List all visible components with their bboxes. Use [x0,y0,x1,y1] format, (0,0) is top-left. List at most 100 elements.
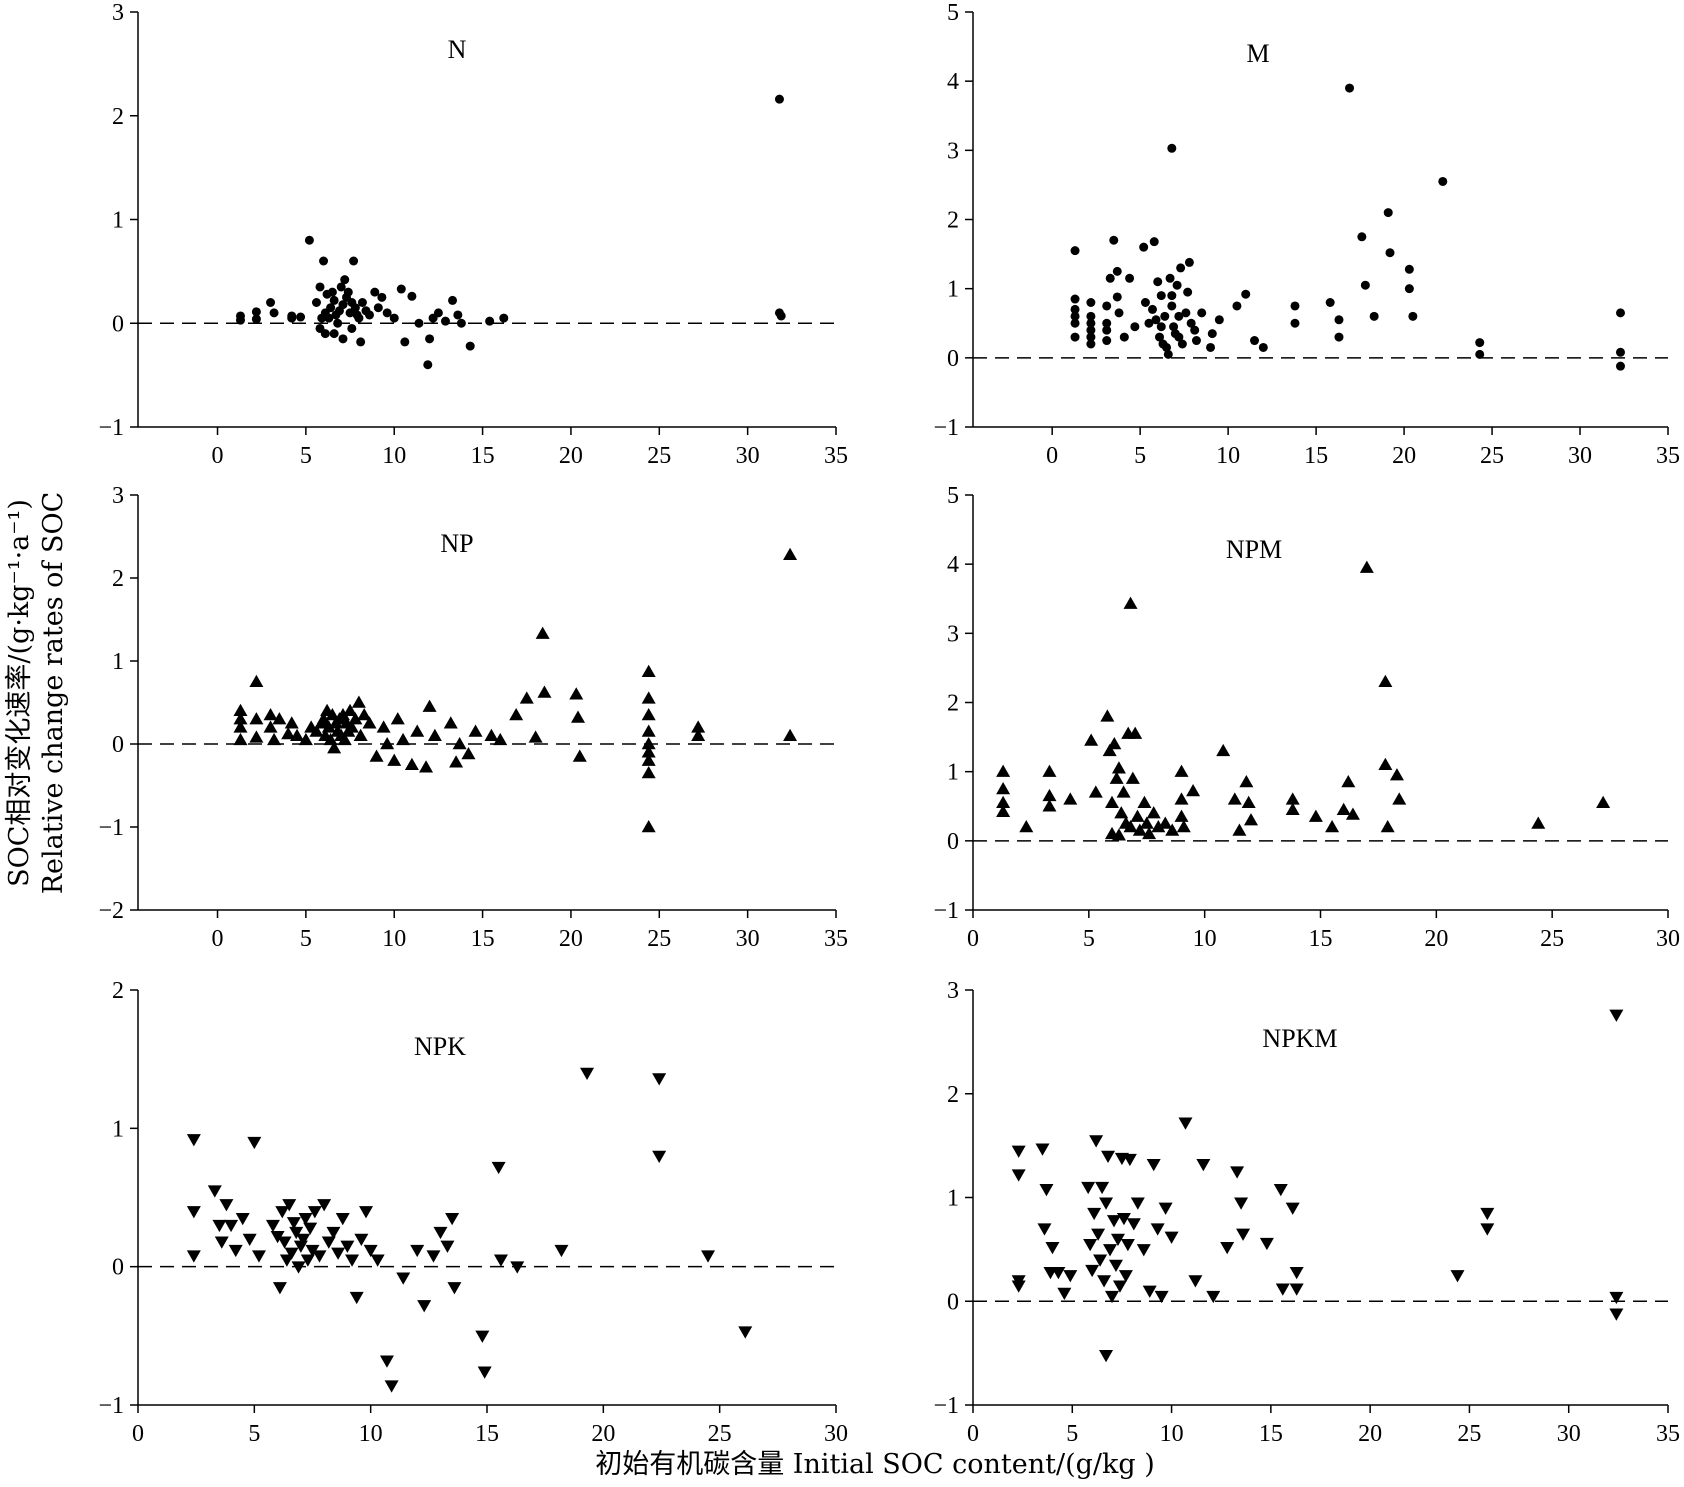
x-tick-label: 20 [1392,443,1416,469]
data-point [1360,280,1370,290]
data-point [1615,308,1625,318]
x-tick-label: 10 [1193,926,1217,952]
data-point [449,755,464,768]
y-tick-label: 3 [112,0,124,26]
data-point [233,703,248,717]
data-point [228,1244,243,1258]
data-point [251,314,261,324]
y-tick-label: −2 [98,898,124,924]
data-point [1176,263,1186,273]
data-point [1139,242,1149,252]
data-point [277,1236,292,1249]
data-point [1158,816,1173,829]
data-point [1162,342,1172,352]
data-point [1116,1213,1131,1226]
x-tick-label: 5 [300,926,312,952]
data-point [212,1219,227,1233]
data-point [1114,308,1124,318]
data-point [357,298,367,307]
x-tick-label: 25 [647,443,671,469]
data-point [1174,764,1189,777]
data-point [691,720,706,733]
data-point [1341,775,1356,788]
data-point [445,1213,460,1226]
data-point [311,298,321,307]
data-point [1102,743,1117,757]
y-tick-label: 1 [947,760,959,786]
data-point [537,685,552,698]
data-point [348,712,363,725]
x-tick-label: 30 [1656,926,1680,952]
x-tick-label: 35 [824,443,848,469]
data-point [1178,1117,1193,1130]
data-point [422,699,437,712]
data-point [1085,1264,1100,1278]
data-point [320,329,330,339]
data-point [329,329,339,339]
data-point [337,732,352,746]
data-point [996,795,1011,809]
data-point [1232,301,1242,311]
data-point [315,282,325,292]
data-point [433,308,443,318]
data-point [1220,1242,1235,1255]
data-point [477,1366,492,1379]
data-point [1239,775,1254,788]
data-point [1167,143,1177,153]
data-point [304,235,314,245]
data-point [1086,332,1096,342]
y-tick-label: 1 [112,208,124,234]
data-point [1120,1238,1135,1252]
data-point [1112,292,1122,302]
data-point [400,337,410,347]
panel-title: NPM [1226,535,1282,564]
data-point [1105,273,1115,283]
x-tick-label: 10 [382,926,406,952]
data-point [569,687,584,700]
data-point [249,730,264,743]
data-point [1383,208,1393,218]
data-point [319,256,329,266]
data-point [1132,823,1147,836]
data-point [1174,332,1184,342]
data-point [1042,764,1057,777]
data-point [1186,318,1196,328]
data-point [1285,802,1300,815]
data-point [1290,318,1300,328]
data-point [1086,311,1096,321]
x-tick-label: 5 [1134,443,1146,469]
y-tick-label: 2 [112,566,124,592]
data-point [1165,273,1175,283]
data-point [1196,1159,1211,1172]
data-point [1369,311,1379,321]
data-point [186,1134,201,1147]
data-point [384,1380,399,1393]
data-point [1230,1166,1245,1179]
data-point [1160,311,1170,321]
y-axis-title-en: Relative change rates of SOC [38,492,69,895]
data-point [1345,83,1355,93]
data-point [783,547,798,561]
data-point [1114,806,1129,819]
data-point [1186,784,1201,797]
data-point [303,1222,318,1235]
data-point [291,1261,306,1274]
x-tick-label: 25 [708,1421,732,1447]
x-tick-label: 5 [300,443,312,469]
data-point [235,315,245,325]
data-point [1142,826,1157,840]
data-point [1216,743,1231,757]
data-point [1086,339,1096,349]
data-point [331,1247,346,1260]
y-tick-label: 0 [947,829,959,855]
y-tick-label: −1 [98,1393,124,1419]
data-point [461,746,476,760]
data-point [1609,1291,1624,1305]
data-point [484,728,499,741]
data-point [1176,820,1191,833]
data-point [290,728,305,741]
data-point [1137,795,1152,809]
data-point [321,1236,336,1249]
data-point [485,316,495,326]
data-point [410,1244,425,1258]
